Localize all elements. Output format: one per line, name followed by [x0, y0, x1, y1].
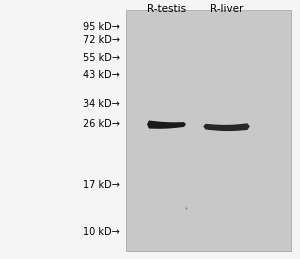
Text: 26 kD→: 26 kD→: [83, 119, 120, 129]
Text: 43 kD→: 43 kD→: [83, 70, 120, 80]
Text: R-liver: R-liver: [210, 4, 243, 14]
Text: 17 kD→: 17 kD→: [83, 180, 120, 190]
Text: 72 kD→: 72 kD→: [83, 35, 120, 45]
Text: 95 kD→: 95 kD→: [83, 22, 120, 32]
Text: R-testis: R-testis: [147, 4, 186, 14]
Polygon shape: [147, 120, 186, 129]
Text: 34 kD→: 34 kD→: [83, 99, 120, 109]
Text: 55 kD→: 55 kD→: [83, 53, 120, 63]
Bar: [126, 10, 291, 251]
Polygon shape: [203, 123, 250, 131]
Text: 10 kD→: 10 kD→: [83, 227, 120, 237]
